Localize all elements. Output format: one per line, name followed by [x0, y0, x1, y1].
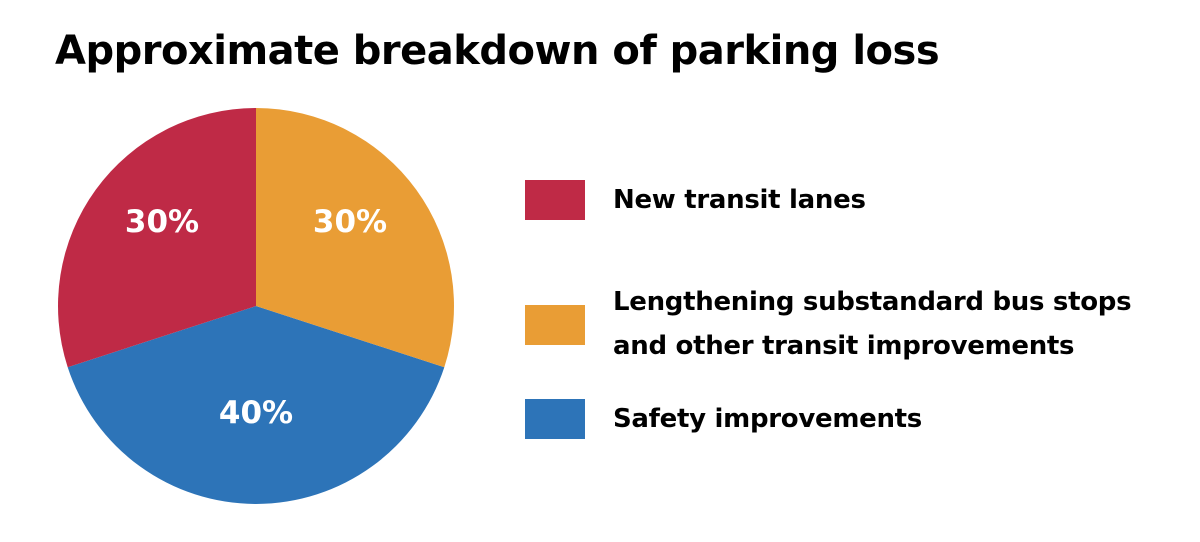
pie-slice-lengthening [256, 108, 454, 368]
legend-item-safety: Safety improvements [525, 397, 922, 441]
legend-swatch-orange [525, 305, 585, 345]
pie-slice-new-transit-lanes [58, 108, 256, 368]
legend-label-line1: Lengthening substandard bus stops [613, 287, 1132, 317]
legend-label-line2: and other transit improvements [613, 331, 1075, 361]
legend-swatch-blue [525, 399, 585, 439]
slice-label-new-transit-lanes: 30% [125, 204, 199, 240]
legend-label: Lengthening substandard bus stops and ot… [613, 280, 1132, 368]
legend-label: New transit lanes [613, 185, 866, 215]
legend-label: Safety improvements [613, 404, 922, 434]
slice-label-lengthening: 30% [313, 204, 387, 240]
legend-swatch-red [525, 180, 585, 220]
pie-slice-safety [67, 306, 445, 504]
slice-label-safety: 40% [219, 395, 293, 431]
chart-title: Approximate breakdown of parking loss [55, 28, 940, 74]
legend-item-lengthening: Lengthening substandard bus stops and ot… [525, 280, 1132, 368]
legend-item-new-transit-lanes: New transit lanes [525, 178, 866, 222]
